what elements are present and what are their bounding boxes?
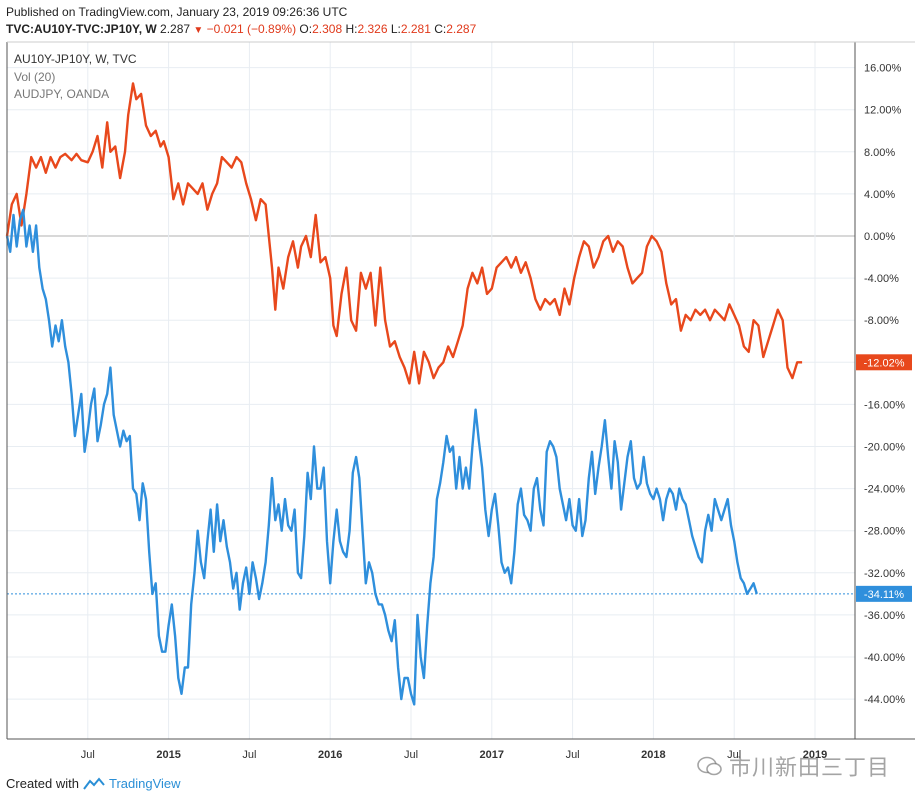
- x-tick-label: 2017: [480, 749, 504, 761]
- high-value: 2.326: [357, 22, 388, 36]
- y-tick-label: -40.00%: [864, 652, 905, 664]
- open-label: O:: [299, 22, 313, 36]
- grid: [7, 42, 855, 739]
- low-label: L:: [390, 22, 401, 36]
- symbol-name: TVC:AU10Y-TVC:JP10Y, W: [6, 22, 157, 36]
- last-value-label: -12.02%: [864, 357, 905, 369]
- x-tick-label: 2016: [318, 749, 342, 761]
- watermark-text: 市川新田三丁目: [728, 755, 890, 780]
- last-value-label: -34.11%: [864, 589, 904, 601]
- tradingview-logo-icon: [83, 776, 105, 790]
- legend-main-symbol[interactable]: AU10Y-JP10Y, W, TVC: [14, 52, 137, 66]
- y-tick-label: 4.00%: [864, 189, 895, 201]
- footer-created-with: Created with TradingView: [6, 776, 181, 791]
- open-value: 2.308: [312, 22, 343, 36]
- price-change: −0.021 (−0.89%): [206, 22, 297, 36]
- close-label: C:: [434, 22, 447, 36]
- x-tick-label: 2019: [803, 749, 827, 761]
- watermark: 市川新田三丁目: [697, 750, 890, 782]
- x-tick-label: Jul: [566, 749, 580, 761]
- price-labels: -12.02% -34.11%: [856, 354, 912, 602]
- wechat-icon: [697, 756, 722, 776]
- legend-compare-symbol[interactable]: AUDJPY, OANDA: [14, 87, 110, 101]
- y-tick-label: 12.00%: [864, 105, 902, 117]
- published-caption: Published on TradingView.com, January 23…: [6, 5, 348, 19]
- x-tick-label: 2015: [156, 749, 180, 761]
- y-tick-label: -36.00%: [864, 610, 905, 622]
- x-tick-label: Jul: [242, 749, 256, 761]
- y-tick-label: -4.00%: [864, 273, 899, 285]
- y-tick-label: -24.00%: [864, 484, 905, 496]
- low-value: 2.281: [400, 22, 431, 36]
- down-triangle-icon: ▼: [193, 25, 204, 36]
- y-tick-label: 16.00%: [864, 63, 902, 75]
- y-tick-label: -16.00%: [864, 399, 905, 411]
- y-tick-label: 8.00%: [864, 147, 895, 159]
- x-tick-label: Jul: [404, 749, 418, 761]
- y-tick-label: 0.00%: [864, 231, 895, 243]
- y-tick-label: -44.00%: [864, 694, 905, 706]
- x-tick-label: Jul: [727, 749, 741, 761]
- symbol-ohlc-bar: TVC:AU10Y-TVC:JP10Y, W 2.287 ▼ −0.021 (−…: [6, 22, 476, 36]
- y-tick-label: -20.00%: [864, 442, 905, 454]
- series-line-0: [5, 82, 803, 385]
- series-line-1: [5, 208, 758, 706]
- high-label: H:: [345, 22, 358, 36]
- x-tick-label: 2018: [641, 749, 665, 761]
- y-tick-label: -8.00%: [864, 315, 899, 327]
- tradingview-brand: TradingView: [108, 776, 181, 791]
- series-lines: [5, 82, 855, 706]
- axes: 16.00% 12.00% 8.00% 4.00% 0.00% -4.00% -8.00% -…: [6, 41, 915, 761]
- last-price: 2.287: [160, 22, 191, 36]
- legend-volume[interactable]: Vol (20): [14, 70, 56, 84]
- last-value-badge: [856, 354, 912, 371]
- y-tick-label: -28.00%: [864, 526, 905, 538]
- x-tick-label: Jul: [81, 749, 95, 761]
- last-value-badge: [856, 585, 912, 602]
- created-with-text: Created with: [6, 776, 79, 791]
- y-tick-label: -32.00%: [864, 568, 905, 580]
- close-value: 2.287: [446, 22, 477, 36]
